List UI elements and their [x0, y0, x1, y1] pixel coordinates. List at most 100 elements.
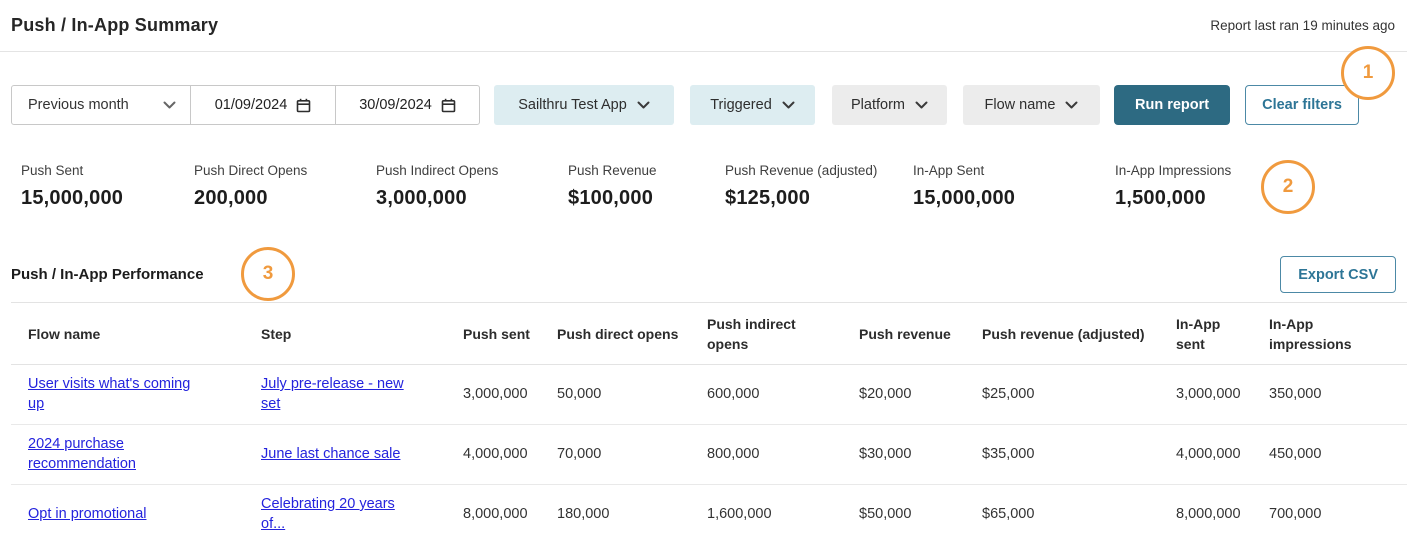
- filter-bar: Previous month 01/09/2024 30/09/2024 Sai…: [11, 85, 1407, 125]
- cell-inapp-impressions: 350,000: [1259, 364, 1407, 425]
- metric-label: In-App Sent: [913, 163, 985, 178]
- annotation-callout-3: 3: [241, 247, 295, 301]
- table-row: 2024 purchase recommendation June last c…: [11, 424, 1407, 485]
- col-header-push-revenue: Push revenue: [849, 302, 972, 365]
- date-to-value: 30/09/2024: [359, 97, 432, 113]
- flow-name-link[interactable]: User visits what's coming up: [28, 376, 191, 412]
- cell-push-sent: 3,000,000: [453, 364, 547, 425]
- metric-label: Push Sent: [21, 163, 84, 178]
- date-preset-select[interactable]: Previous month: [12, 86, 191, 124]
- col-header-push-indirect-opens: Push indirect opens: [697, 302, 849, 365]
- metric-push-revenue: Push Revenue $100,000: [568, 163, 725, 210]
- metric-label: Push Indirect Opens: [376, 163, 499, 178]
- cell-inapp-sent: 4,000,000: [1166, 424, 1259, 485]
- cell-step: June last chance sale: [251, 424, 453, 485]
- cell-step: July pre-release - new set: [251, 364, 453, 425]
- cell-push-direct-opens: 180,000: [547, 484, 697, 538]
- cell-push-direct-opens: 70,000: [547, 424, 697, 485]
- annotation-callout-1: 1: [1341, 46, 1395, 100]
- step-link[interactable]: June last chance sale: [261, 445, 401, 462]
- metric-label: Push Revenue: [568, 163, 657, 178]
- flow-name-link[interactable]: 2024 purchase recommendation: [28, 436, 136, 472]
- table-header-row: Flow name Step Push sent Push direct ope…: [11, 302, 1407, 365]
- calendar-icon: [296, 98, 311, 112]
- metric-label: Push Direct Opens: [194, 163, 308, 178]
- run-report-button[interactable]: Run report: [1114, 85, 1231, 125]
- step-link[interactable]: July pre-release - new set: [261, 376, 404, 412]
- performance-table-body: User visits what's coming up July pre-re…: [11, 364, 1407, 538]
- chevron-down-icon: [163, 101, 176, 109]
- metric-push-sent: Push Sent 15,000,000: [21, 163, 194, 210]
- cell-push-revenue-adjusted: $65,000: [972, 484, 1166, 538]
- cell-push-indirect-opens: 600,000: [697, 364, 849, 425]
- metric-inapp-impressions: In-App Impressions 1,500,000: [1115, 163, 1231, 210]
- trigger-filter-dropdown[interactable]: Triggered: [690, 85, 815, 125]
- annotation-callout-2: 2: [1261, 160, 1315, 214]
- cell-push-indirect-opens: 800,000: [697, 424, 849, 485]
- cell-flow-name: User visits what's coming up: [11, 364, 251, 425]
- flow-name-link[interactable]: Opt in promotional: [28, 505, 147, 522]
- chevron-down-icon: [915, 101, 928, 109]
- chevron-down-icon: [782, 101, 795, 109]
- cell-push-revenue: $50,000: [849, 484, 972, 538]
- date-range-group: Previous month 01/09/2024 30/09/2024: [11, 85, 480, 125]
- step-link[interactable]: Celebrating 20 years of...: [261, 496, 395, 532]
- cell-flow-name: Opt in promotional: [11, 484, 251, 538]
- app-filter-dropdown[interactable]: Sailthru Test App: [494, 85, 674, 125]
- col-header-flow-name: Flow name: [11, 302, 251, 365]
- col-header-inapp-impressions: In-App impressions: [1259, 302, 1407, 365]
- page-header: Push / In-App Summary Report last ran 19…: [0, 0, 1407, 52]
- metric-value: $100,000: [568, 187, 654, 209]
- cell-inapp-sent: 8,000,000: [1166, 484, 1259, 538]
- metric-inapp-sent: In-App Sent 15,000,000: [913, 163, 1115, 210]
- metric-push-indirect-opens: Push Indirect Opens 3,000,000: [376, 163, 568, 210]
- flow-name-filter-label: Flow name: [984, 97, 1056, 113]
- clear-filters-button[interactable]: Clear filters: [1245, 85, 1359, 125]
- performance-section-title: Push / In-App Performance: [11, 266, 204, 283]
- cell-push-revenue-adjusted: $25,000: [972, 364, 1166, 425]
- date-from-value: 01/09/2024: [214, 97, 288, 113]
- cell-push-sent: 4,000,000: [453, 424, 547, 485]
- metric-value: $125,000: [725, 187, 811, 209]
- chevron-down-icon: [1065, 101, 1078, 109]
- metric-push-direct-opens: Push Direct Opens 200,000: [194, 163, 376, 210]
- cell-push-revenue: $30,000: [849, 424, 972, 485]
- platform-filter-dropdown[interactable]: Platform: [832, 85, 947, 125]
- cell-push-direct-opens: 50,000: [547, 364, 697, 425]
- date-from-input[interactable]: 01/09/2024: [191, 86, 335, 124]
- metric-value: 200,000: [194, 187, 268, 209]
- cell-push-revenue-adjusted: $35,000: [972, 424, 1166, 485]
- table-row: User visits what's coming up July pre-re…: [11, 364, 1407, 425]
- cell-step: Celebrating 20 years of...: [251, 484, 453, 538]
- metric-label: In-App Impressions: [1115, 163, 1232, 178]
- summary-metrics: Push Sent 15,000,000 Push Direct Opens 2…: [21, 163, 1407, 210]
- chevron-down-icon: [637, 101, 650, 109]
- metric-value: 3,000,000: [376, 187, 467, 209]
- metric-value: 15,000,000: [913, 187, 1016, 209]
- cell-inapp-sent: 3,000,000: [1166, 364, 1259, 425]
- cell-inapp-impressions: 700,000: [1259, 484, 1407, 538]
- export-csv-button[interactable]: Export CSV: [1280, 256, 1396, 293]
- cell-flow-name: 2024 purchase recommendation: [11, 424, 251, 485]
- cell-push-sent: 8,000,000: [453, 484, 547, 538]
- page-title: Push / In-App Summary: [11, 15, 219, 35]
- flow-name-filter-dropdown[interactable]: Flow name: [963, 85, 1100, 125]
- cell-inapp-impressions: 450,000: [1259, 424, 1407, 485]
- date-to-input[interactable]: 30/09/2024: [335, 86, 479, 124]
- cell-push-indirect-opens: 1,600,000: [697, 484, 849, 538]
- table-row: Opt in promotional Celebrating 20 years …: [11, 484, 1407, 538]
- metric-label: Push Revenue (adjusted): [725, 163, 878, 178]
- col-header-inapp-sent: In-App sent: [1166, 302, 1259, 365]
- performance-table-wrap: Flow name Step Push sent Push direct ope…: [11, 302, 1407, 538]
- app-filter-label: Sailthru Test App: [518, 97, 627, 113]
- platform-filter-label: Platform: [851, 97, 905, 113]
- calendar-icon: [441, 98, 456, 112]
- performance-table: Flow name Step Push sent Push direct ope…: [11, 302, 1407, 538]
- col-header-step: Step: [251, 302, 453, 365]
- col-header-push-revenue-adjusted: Push revenue (adjusted): [972, 302, 1166, 365]
- performance-section-header: Push / In-App Performance Export CSV: [11, 256, 1396, 293]
- trigger-filter-label: Triggered: [710, 97, 772, 113]
- report-last-ran-status: Report last ran 19 minutes ago: [1210, 18, 1395, 33]
- date-preset-value: Previous month: [28, 97, 129, 113]
